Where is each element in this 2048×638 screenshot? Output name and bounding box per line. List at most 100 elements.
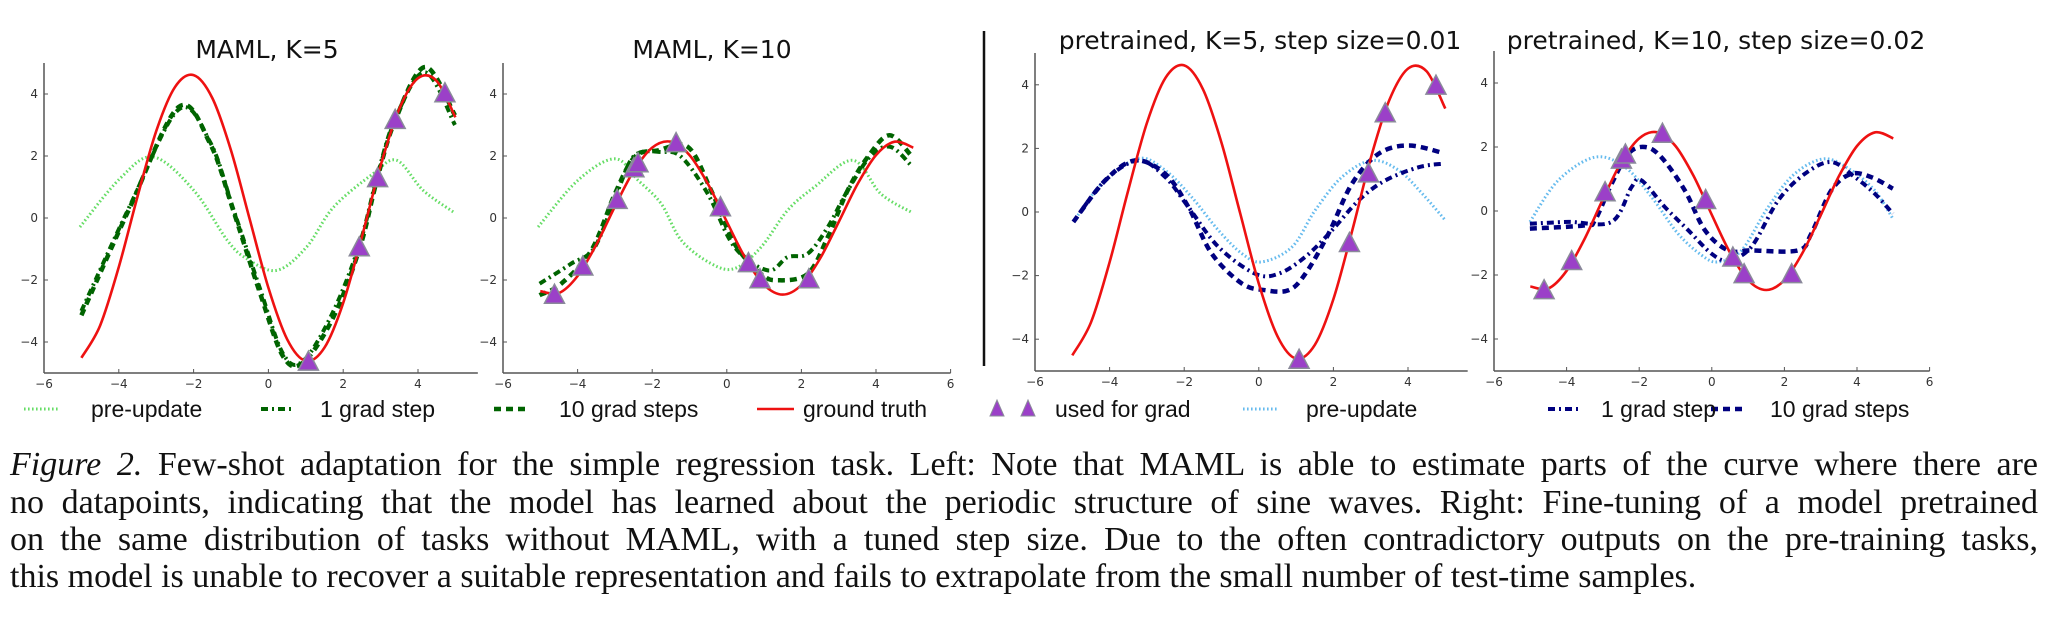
y-tick-label: −4	[20, 335, 38, 349]
x-tick-label: −2	[643, 377, 661, 391]
x-tick-label: 6	[1926, 375, 1934, 389]
used-for-grad-marker	[1721, 245, 1745, 267]
legend-label-pre-update: pre-update	[91, 396, 202, 422]
y-tick-label: −2	[20, 273, 38, 287]
legend-label-10-grad-steps-pretrained: 10 grad steps	[1770, 396, 1909, 422]
used-for-grad-marker	[348, 235, 371, 257]
used-for-grad-marker	[297, 349, 320, 371]
used-for-grad-marker	[1287, 347, 1311, 369]
used-for-grad-marker	[543, 282, 566, 304]
y-tick-label: 0	[1480, 204, 1488, 218]
y-tick-label: 2	[30, 149, 38, 163]
y-tick-label: 4	[489, 87, 497, 101]
legend-label-used-for-grad: used for grad	[1055, 396, 1191, 422]
x-tick-label: 4	[1404, 375, 1412, 389]
figure-caption-line-3: on the same distribution of tasks withou…	[10, 521, 2038, 558]
y-tick-label: 0	[489, 211, 497, 225]
x-tick-label: −6	[35, 377, 53, 391]
y-tick-label: 4	[1480, 76, 1488, 90]
y-tick-label: −4	[1470, 332, 1488, 346]
series-pre-update-line	[1528, 155, 1895, 264]
y-tick-label: −4	[479, 335, 497, 349]
y-tick-label: −2	[1470, 268, 1488, 282]
legend-label-10-grad-steps: 10 grad steps	[559, 396, 698, 422]
series-10-grad-steps-line	[1529, 144, 1894, 255]
used-for-grad-marker	[737, 250, 760, 273]
y-tick-label: 4	[30, 87, 38, 101]
x-tick-label: −2	[185, 377, 203, 391]
series-ground-truth-line	[80, 73, 457, 363]
used-for-grad-marker	[1694, 187, 1717, 210]
panels: −4 −2 0 2 4 −6 −4 −2 0 2 4 −4 −2 0 2 4 −6 −4 −2 0 2 4 6 −4 −2 0 2 4…	[20, 51, 1933, 391]
series-pre-update-line	[1072, 156, 1447, 264]
used-for-grad-marker	[1374, 101, 1397, 123]
x-tick-label: −4	[110, 377, 128, 391]
series-ground-truth-line	[540, 140, 914, 296]
legend-triangle-swatch	[989, 398, 1005, 417]
x-tick-label: −2	[1175, 375, 1193, 389]
x-tick-label: 0	[265, 377, 273, 391]
caption-text: Few-shot adaptation for the simple regre…	[157, 446, 2038, 483]
x-tick-label: −6	[1026, 375, 1044, 389]
used-for-grad-marker	[626, 151, 650, 173]
legend: pre-update 1 grad step 10 grad steps gro…	[24, 396, 1909, 422]
used-for-grad-marker	[1614, 142, 1637, 164]
x-tick-label: −4	[1101, 375, 1119, 389]
panel-title-pretrained-k5: pretrained, K=5, step size=0.01	[1059, 26, 1462, 55]
legend-label-1-grad-step: 1 grad step	[320, 396, 435, 422]
used-for-grad-marker	[1357, 161, 1380, 183]
x-tick-label: −6	[494, 377, 512, 391]
y-tick-label: −2	[479, 273, 497, 287]
series-ground-truth-line	[1530, 130, 1894, 292]
x-tick-label: 4	[414, 377, 422, 391]
used-for-grad-marker	[1338, 230, 1361, 253]
y-tick-label: −2	[1011, 269, 1029, 283]
figure-caption-line-4: this model is unable to recover a suitab…	[10, 558, 1697, 595]
used-for-grad-marker	[1651, 121, 1674, 143]
x-tick-label: −6	[1485, 375, 1503, 389]
panel-1: −4 −2 0 2 4 −6 −4 −2 0 2 4	[20, 63, 478, 391]
panel-title-pretrained-k10: pretrained, K=10, step size=0.02	[1507, 26, 1925, 55]
used-for-grad-marker	[383, 107, 407, 130]
x-tick-label: 0	[723, 377, 731, 391]
panel-2: −4 −2 0 2 4 −6 −4 −2 0 2 4 6	[479, 63, 954, 391]
used-for-grad-marker	[1424, 73, 1448, 95]
legend-triangle-swatch	[1020, 398, 1036, 417]
legend-label-1-grad-step-pretrained: 1 grad step	[1601, 396, 1716, 422]
used-for-grad-marker	[605, 187, 629, 210]
used-for-grad-marker	[366, 166, 389, 188]
legend-label-pre-update-pretrained: pre-update	[1306, 396, 1417, 422]
series-10-grad-steps-line	[1071, 143, 1445, 294]
y-tick-label: 2	[1480, 140, 1488, 154]
y-tick-label: 0	[30, 211, 38, 225]
y-tick-label: 2	[489, 149, 497, 163]
x-tick-label: 0	[1255, 375, 1263, 389]
used-for-grad-marker	[1732, 262, 1756, 284]
used-for-grad-marker	[433, 81, 457, 103]
figure-caption-line-2: no datapoints, indicating that the model…	[10, 484, 2038, 521]
x-tick-label: −4	[1558, 375, 1576, 389]
panel-title-maml-k5: MAML, K=5	[195, 35, 338, 64]
x-tick-label: 2	[1781, 375, 1789, 389]
used-for-grad-marker	[571, 254, 595, 276]
x-tick-label: 2	[339, 377, 347, 391]
used-for-grad-marker	[1560, 248, 1583, 271]
legend-label-ground-truth: ground truth	[803, 396, 927, 422]
figure-caption-line-1: Figure 2. Few-shot adaptation for the si…	[10, 446, 2038, 483]
y-tick-label: 4	[1021, 78, 1029, 92]
y-tick-label: 0	[1021, 205, 1029, 219]
y-tick-label: −4	[1011, 332, 1029, 346]
series-pre-update-line	[78, 155, 455, 273]
x-tick-label: 2	[1330, 375, 1338, 389]
x-tick-label: −4	[569, 377, 587, 391]
used-for-grad-marker	[664, 130, 688, 153]
figure-label: Figure 2.	[10, 446, 143, 483]
used-for-grad-marker	[1532, 278, 1556, 300]
y-tick-label: 2	[1021, 141, 1029, 155]
panel-4: −4 −2 0 2 4 −6 −4 −2 0 2 4 6	[1470, 51, 1933, 389]
used-for-grad-marker	[797, 267, 821, 289]
x-tick-label: 4	[1853, 375, 1861, 389]
panel-3: −4 −2 0 2 4 −6 −4 −2 0 2 4	[1011, 53, 1468, 389]
used-for-grad-marker	[1593, 180, 1617, 202]
